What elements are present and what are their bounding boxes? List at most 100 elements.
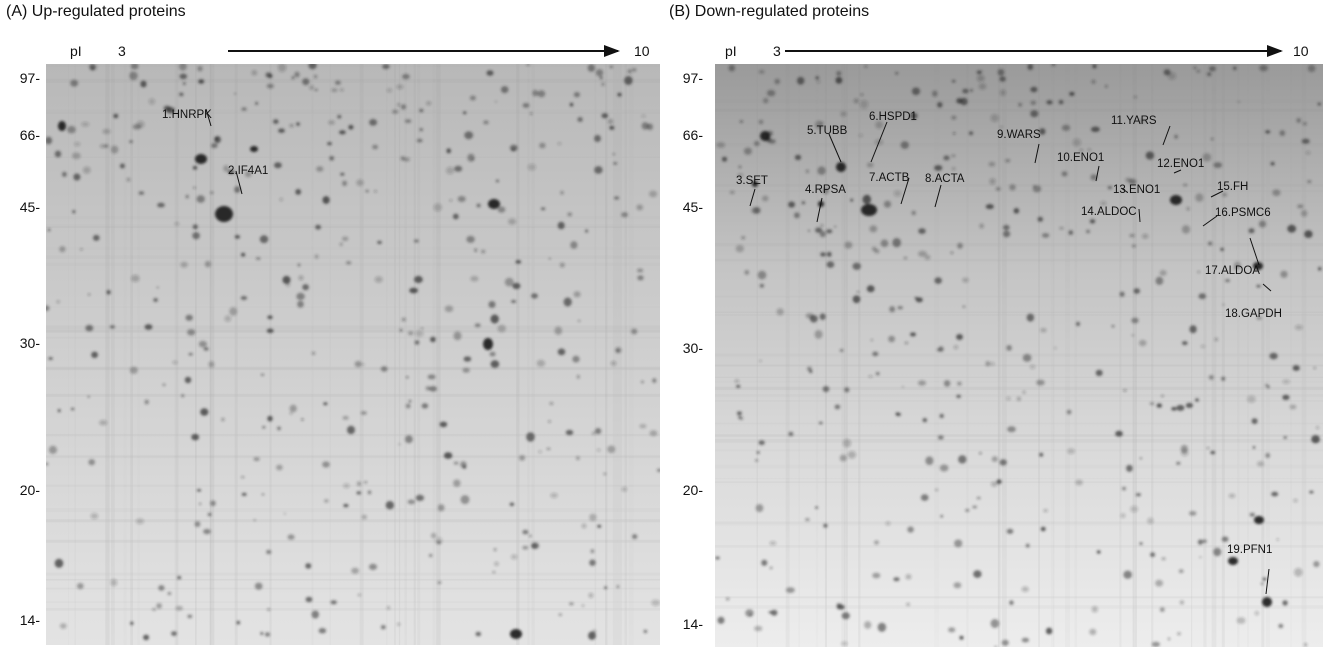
gel-spot xyxy=(1251,418,1258,424)
gel-spot xyxy=(156,603,162,609)
gel-spot xyxy=(385,501,395,510)
gel-spot xyxy=(1123,389,1127,392)
gel-spot xyxy=(1072,138,1082,147)
gel-spot xyxy=(1213,547,1222,557)
gel-spot xyxy=(494,561,499,566)
gel-spot xyxy=(1196,69,1201,73)
gel-band xyxy=(715,260,1323,262)
gel-spot xyxy=(957,242,963,249)
gel-spot xyxy=(106,290,111,295)
gel-spot xyxy=(1182,341,1188,346)
gel-spot xyxy=(1054,346,1057,350)
gel-spot xyxy=(322,196,330,204)
gel-spot xyxy=(369,119,378,126)
gel-spot xyxy=(386,88,393,93)
gel-spot xyxy=(433,203,442,212)
gel-spot xyxy=(577,319,581,322)
gel-spot xyxy=(889,306,896,313)
gel-spot-major xyxy=(760,131,770,141)
gel-spot xyxy=(266,83,274,89)
gel-spot xyxy=(1129,233,1135,238)
gel-streak xyxy=(998,64,1000,647)
gel-spot xyxy=(329,156,335,161)
gel-spot xyxy=(214,137,218,141)
gel-spot xyxy=(85,324,94,332)
gel-spot xyxy=(962,277,969,283)
gel-spot xyxy=(594,134,601,143)
gel-spot xyxy=(407,499,416,505)
gel-spot xyxy=(143,634,150,641)
gel-spot xyxy=(970,88,973,92)
gel-streak xyxy=(1211,64,1217,647)
gel-spot xyxy=(1252,446,1256,449)
gel-spot xyxy=(267,415,273,422)
gel-spot xyxy=(253,519,257,522)
gel-spot xyxy=(162,383,166,386)
gel-spot xyxy=(187,329,196,336)
gel-spot xyxy=(852,295,861,304)
gel-spot xyxy=(200,408,209,416)
gel-band xyxy=(715,465,1323,469)
gel-spot xyxy=(900,141,909,149)
gel-spot xyxy=(1096,550,1101,554)
gel-spot xyxy=(529,534,532,538)
gel-band xyxy=(715,100,1323,104)
gel-band xyxy=(46,255,660,259)
gel-spot xyxy=(841,612,850,620)
protein-label: 12.ENO1 xyxy=(1157,158,1204,170)
gel-streak xyxy=(798,64,800,647)
gel-spot xyxy=(444,305,454,313)
gel-streak xyxy=(386,64,388,645)
gel-spot xyxy=(1202,153,1212,162)
gel-spot xyxy=(396,84,404,90)
mw-marker: 45- xyxy=(19,199,40,215)
gel-spot xyxy=(948,627,956,633)
gel-spot xyxy=(278,128,285,133)
gel-band xyxy=(46,226,660,228)
gel-b-canvas: 3.SET 4.RPSA 5.TUBB 6.HSPD1 7.ACTB 8.ACT… xyxy=(715,64,1323,647)
gel-spot xyxy=(1000,89,1006,96)
gel-spot xyxy=(1040,526,1046,532)
gel-spot xyxy=(446,166,455,175)
gel-spot xyxy=(1029,364,1036,370)
gel-band xyxy=(715,381,1323,382)
gel-band xyxy=(46,366,660,369)
gel-spot xyxy=(339,242,344,246)
gel-spot xyxy=(386,606,391,610)
gel-spot xyxy=(864,65,868,68)
gel-spot xyxy=(330,600,337,605)
gel-streak xyxy=(1132,64,1137,647)
gel-band xyxy=(46,110,660,113)
gel-spot xyxy=(938,346,944,352)
gel-spot xyxy=(261,373,264,376)
gel-spot xyxy=(1131,334,1135,337)
gel-streak xyxy=(612,64,618,645)
gel-spot xyxy=(989,362,995,366)
gel-spot xyxy=(1018,103,1023,107)
gel-spot xyxy=(109,325,115,329)
gel-spot xyxy=(1141,233,1149,239)
gel-spot xyxy=(532,89,539,97)
gel-spot xyxy=(652,378,657,383)
gel-spot xyxy=(962,305,966,308)
gel-band xyxy=(46,263,660,266)
gel-spot xyxy=(380,366,388,372)
gel-spot xyxy=(815,120,823,129)
gel-spot xyxy=(46,462,49,466)
gel-spot xyxy=(548,420,551,423)
gel-spot xyxy=(81,121,90,127)
gel-spot xyxy=(421,403,429,409)
pi-start-label: 3 xyxy=(118,43,126,59)
gel-spot xyxy=(656,468,660,472)
gel-spot xyxy=(1045,627,1053,635)
gel-spot xyxy=(1150,552,1156,557)
gel-spot xyxy=(1026,313,1035,322)
gel-spot xyxy=(1317,102,1321,106)
gel-spot xyxy=(641,114,646,118)
gel-spot xyxy=(1007,426,1016,433)
gel-spot xyxy=(1091,126,1100,132)
gel-spot xyxy=(1177,632,1181,636)
gel-streak xyxy=(858,64,861,647)
gel-spot xyxy=(1307,64,1316,72)
gel-spot xyxy=(1208,375,1214,380)
